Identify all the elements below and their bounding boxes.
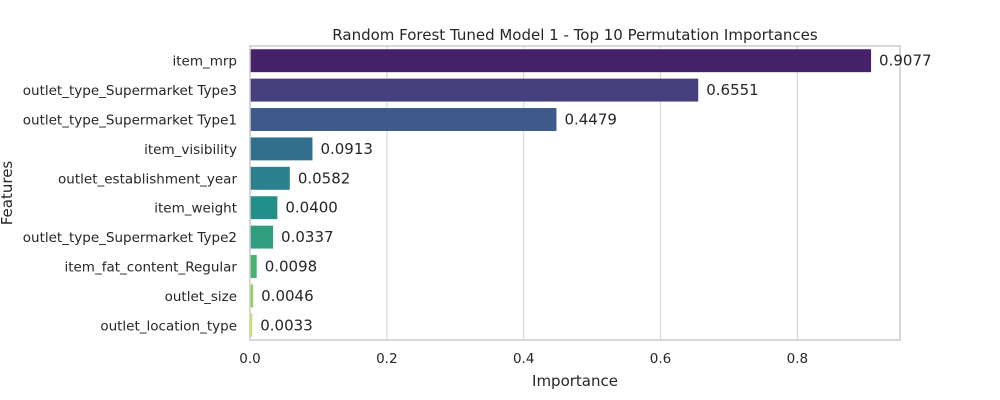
bar-outlet-establishment-year	[250, 166, 290, 190]
x-tick-label: 0.4	[513, 351, 534, 367]
bar-item-mrp	[250, 49, 872, 73]
bar-item-weight	[250, 196, 278, 220]
y-tick-label: item_mrp	[172, 54, 237, 70]
bars	[250, 49, 872, 337]
value-labels: 0.9077 0.6551 0.4479 0.0913 0.0582 0.0400 0.03…	[260, 52, 931, 335]
y-tick-label: outlet_type_Supermarket Type2	[23, 230, 237, 246]
bar-item-fat-content-regular	[250, 255, 257, 278]
value-label: 0.0582	[298, 169, 351, 187]
y-tick-label: outlet_type_Supermarket Type3	[23, 83, 237, 99]
bar-item-visibility	[250, 137, 313, 161]
y-tick-label: item_fat_content_Regular	[64, 260, 237, 276]
value-label: 0.0033	[260, 316, 313, 334]
x-axis-label: Importance	[532, 372, 618, 390]
bar-outlet-type-supermarket-type1	[250, 108, 557, 131]
y-tick-label: outlet_establishment_year	[58, 171, 237, 187]
x-tick-label: 0.6	[650, 351, 671, 367]
value-label: 0.0913	[320, 140, 373, 158]
value-label: 0.0046	[261, 287, 314, 305]
y-axis-label: Features	[0, 161, 16, 226]
chart-title: Random Forest Tuned Model 1 - Top 10 Per…	[332, 26, 818, 44]
value-label: 0.0337	[281, 228, 334, 246]
y-tick-label: outlet_size	[165, 289, 237, 305]
bar-outlet-type-supermarket-type2	[250, 225, 274, 249]
y-tick-label: item_weight	[154, 201, 237, 217]
bar-outlet-size	[250, 284, 254, 308]
bar-outlet-type-supermarket-type3	[250, 78, 699, 102]
plot-frame	[249, 45, 901, 341]
axis-ticks: 0.0 0.2 0.4 0.6 0.8 item_mrp outlet_type_Super…	[23, 54, 808, 367]
x-tick-label: 0.2	[376, 351, 397, 367]
x-tick-label: 0.0	[239, 351, 260, 367]
x-tick-label: 0.8	[787, 351, 808, 367]
value-label: 0.6551	[706, 81, 759, 99]
value-label: 0.0098	[265, 258, 318, 276]
plot-border	[249, 45, 901, 341]
value-label: 0.9077	[879, 52, 932, 70]
value-label: 0.0400	[285, 199, 338, 217]
y-tick-label: outlet_location_type	[100, 318, 237, 334]
y-tick-label: outlet_type_Supermarket Type1	[23, 113, 237, 129]
y-tick-label: item_visibility	[144, 142, 237, 158]
value-label: 0.4479	[564, 111, 617, 129]
bar-outlet-location-type	[250, 313, 253, 337]
